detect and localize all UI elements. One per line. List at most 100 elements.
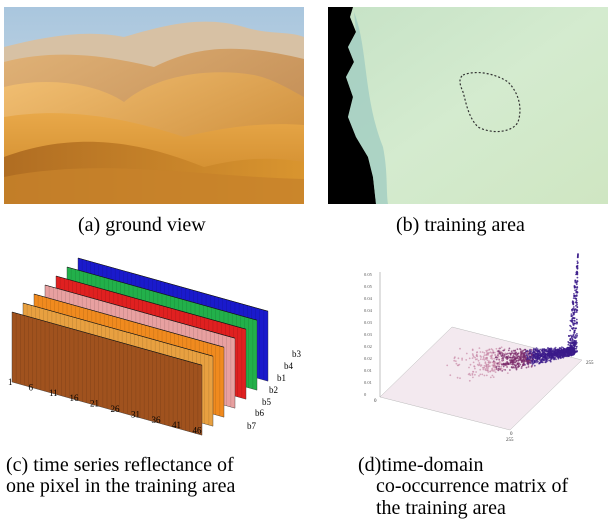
scatter-point [573,348,576,351]
scatter-point [539,352,542,354]
scatter-point [479,373,482,376]
scatter-point [567,341,570,343]
scatter-point [507,349,510,352]
scatter-point [500,346,503,349]
scatter-point [476,351,478,354]
scatter-point [487,364,490,366]
scatter-point [573,309,576,312]
training-area-image [328,7,608,204]
scatter-point [509,369,511,371]
scatter-point [576,322,578,325]
caption-c-line1: (c) time series reflectance of [6,454,234,476]
scatter-point [474,373,476,376]
scatter-point [552,356,555,359]
scatter-point [546,348,549,350]
scatter-point [498,352,501,355]
scatter-point [537,358,539,361]
scatter-point [522,356,524,359]
scatter-point [552,352,555,354]
scatter-point [498,350,501,353]
scatter-point [502,354,504,357]
scatter-point [576,260,579,263]
scatter-point [465,352,468,355]
scatter-point [507,362,510,365]
scatter-point [575,298,577,300]
scatter-point [564,355,567,357]
scatter-point [497,369,500,372]
axis-origin-label: 0 [374,399,377,404]
scatter-point [572,306,575,308]
band-label-b2: b2 [269,385,278,395]
band-label-b1: b1 [277,373,286,383]
scatter-point [531,358,534,361]
scatter-point [555,352,558,355]
scatter-point [512,359,515,362]
scatter-point [574,294,576,297]
scatter-point [494,368,496,371]
scatter-point [575,340,578,342]
scatter-point [568,350,571,353]
scatter-point [538,358,541,361]
x-tick-label: 41 [172,420,181,430]
scatter-point [491,352,494,354]
scatter-point [521,365,523,368]
scatter-point [572,348,574,351]
band-top-edge [66,266,258,321]
scatter-point [557,353,560,355]
scatter-point [574,320,576,322]
scatter-point [493,351,496,354]
scatter-point [549,356,552,359]
scatter-point [539,354,542,356]
band-top-edge [77,257,269,312]
scatter-point [523,353,525,356]
scatter-point [574,289,576,292]
scatter-point [549,349,551,351]
scatter-point [500,365,503,368]
scatter-point [522,358,525,361]
scatter-point [532,350,535,353]
y-tick-label: 0 [364,392,367,397]
scatter-point [523,356,526,359]
scatter-point [509,356,512,359]
scatter-point [479,368,482,371]
scatter-point [468,379,471,382]
scatter-point [569,337,572,340]
scatter-point [542,359,545,362]
scatter-point [530,349,533,351]
scatter-point [570,315,573,317]
x-tick-label: 36 [152,415,162,425]
scatter-point [544,352,547,355]
scatter-point [538,350,541,352]
scatter-point [541,352,544,355]
scatter-point [481,351,484,353]
scatter-point [506,356,508,358]
x-tick-label: 26 [111,404,121,414]
scatter-point [577,261,579,264]
axis-end-label: 255 [506,438,514,442]
scatter-point [557,349,559,352]
scatter-point [514,361,516,364]
scatter-point [487,371,490,373]
scatter-point [518,362,521,365]
scatter-point [535,347,538,349]
reflectance-3d-chart: b3 b4 b1 b2 b5 b6 b7 1 6 11 16 21 26 31 36 41 46 [0,252,315,442]
scatter-point [572,312,575,315]
scatter-point [500,362,503,365]
scatter-point [518,355,521,358]
scatter-point [554,346,557,349]
scatter-point [496,362,499,365]
scatter-point [498,365,500,368]
scatter-point [482,355,485,358]
scatter-point [542,361,544,364]
scatter-point [476,363,479,366]
scatter-point [478,375,480,377]
scatter-point [454,360,457,362]
scatter-point [481,373,484,376]
scatter-point [503,349,506,352]
cooccurrence-3d-plot: 0.05 0.05 0.04 0.04 0.03 0.03 0.02 0.02 0.01 0.01… [360,252,600,443]
scatter-point [453,359,456,362]
scatter-point [571,338,574,340]
scatter-point [504,369,507,371]
scatter-point [501,360,504,362]
scatter-point [574,329,576,332]
